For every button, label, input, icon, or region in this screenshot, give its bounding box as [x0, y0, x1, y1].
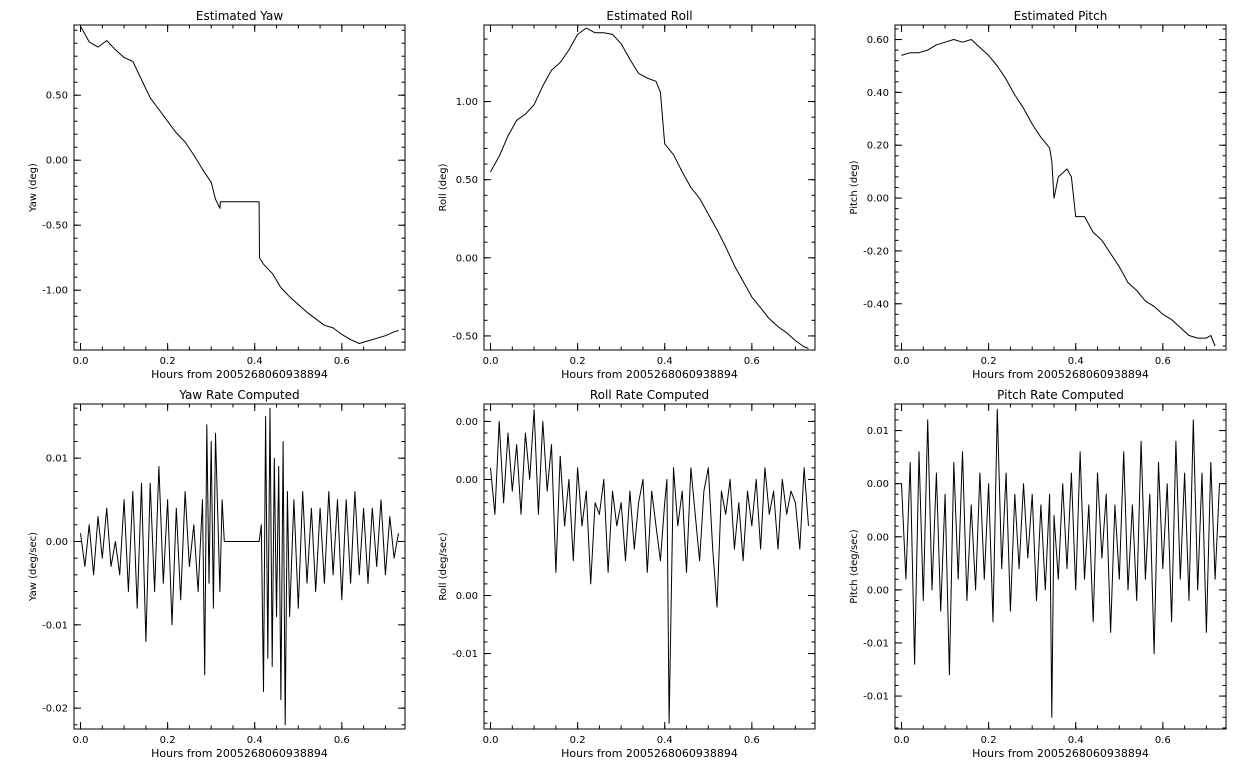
y-tick-label: -0.01 — [863, 692, 889, 703]
x-tick-label: 0.6 — [744, 735, 760, 746]
x-axis-label: Hours from 2005268060938894 — [561, 368, 738, 381]
plot-frame — [73, 403, 406, 730]
x-tick-label: 0.0 — [73, 735, 89, 746]
y-tick-label: 0.00 — [867, 479, 889, 490]
chart-title: Estimated Roll — [606, 9, 692, 23]
y-axis-label: Pitch (deg/sec) — [849, 529, 860, 604]
y-tick-label: 0.50 — [46, 91, 68, 102]
x-tick-label: 0.2 — [570, 735, 586, 746]
y-tick-label: 0.00 — [46, 156, 68, 167]
x-axis-label: Hours from 2005268060938894 — [972, 368, 1149, 381]
chart-panel-4: 0.0 0.2 0.4 0.6 0.01 0.00 -0.01 -0.02 Yaw Rate C… — [28, 388, 406, 760]
x-tick-label: 0.6 — [334, 356, 350, 367]
x-tick-label: 0.0 — [73, 356, 89, 367]
x-tick-label: 0.6 — [744, 356, 760, 367]
x-axis-label: Hours from 2005268060938894 — [972, 747, 1149, 760]
y-tick-label: 0.20 — [867, 141, 889, 152]
x-axis-label: Hours from 2005268060938894 — [151, 368, 328, 381]
y-tick-label: 0.00 — [867, 585, 889, 596]
y-tick-label: 0.01 — [867, 426, 889, 437]
x-tick-label: 0.0 — [483, 356, 499, 367]
x-tick-label: 0.4 — [1068, 735, 1084, 746]
chart-panel-6: 0.0 0.2 0.4 0.6 0.01 0.00 0.00 0.00 -0.01 -0.01 Pi… — [849, 388, 1227, 760]
x-tick-label: 0.0 — [894, 735, 910, 746]
series-line — [490, 409, 809, 724]
series-line — [901, 39, 1216, 347]
x-tick-label: 0.0 — [483, 735, 499, 746]
y-axis-label: Yaw (deg/sec) — [28, 532, 39, 602]
chart-title: Roll Rate Computed — [590, 388, 709, 402]
x-tick-label: 0.2 — [160, 735, 176, 746]
x-tick-label: 0.6 — [334, 735, 350, 746]
chart-title: Yaw Rate Computed — [178, 388, 299, 402]
x-tick-label: 0.2 — [981, 735, 997, 746]
x-tick-label: 0.6 — [1155, 356, 1171, 367]
y-tick-label: 0.00 — [867, 194, 889, 205]
x-tick-label: 0.2 — [981, 356, 997, 367]
y-tick-label: 0.00 — [867, 532, 889, 543]
y-tick-label: 0.00 — [46, 537, 68, 548]
y-tick-label: 0.00 — [456, 475, 478, 486]
plot-frame — [73, 24, 406, 351]
y-tick-label: 0.01 — [46, 454, 68, 465]
x-axis-label: Hours from 2005268060938894 — [151, 747, 328, 760]
y-tick-label: 0.00 — [456, 417, 478, 428]
y-tick-label: -0.40 — [863, 299, 889, 310]
series-line — [901, 408, 1220, 718]
x-tick-label: 0.2 — [160, 356, 176, 367]
y-tick-label: -0.01 — [863, 638, 889, 649]
y-tick-label: 0.50 — [456, 175, 478, 186]
x-tick-label: 0.4 — [657, 356, 673, 367]
x-tick-label: 0.4 — [247, 356, 263, 367]
y-axis-label: Roll (deg/sec) — [438, 532, 449, 600]
y-tick-label: -0.50 — [42, 221, 68, 232]
y-tick-label: -0.02 — [42, 704, 68, 715]
chart-title: Estimated Pitch — [1014, 9, 1108, 23]
x-tick-label: 0.4 — [247, 735, 263, 746]
y-axis-label: Yaw (deg) — [28, 163, 39, 213]
series-line — [80, 26, 399, 344]
y-axis-label: Roll (deg) — [438, 163, 449, 211]
y-tick-label: 0.40 — [867, 88, 889, 99]
plot-frame — [483, 403, 816, 730]
series-line — [80, 407, 399, 726]
x-axis-label: Hours from 2005268060938894 — [561, 747, 738, 760]
y-tick-label: 0.00 — [456, 253, 478, 264]
series-line — [490, 27, 809, 349]
y-tick-label: -0.01 — [42, 620, 68, 631]
x-tick-label: 0.4 — [657, 735, 673, 746]
plot-frame — [894, 403, 1227, 730]
chart-panel-2: 0.0 0.2 0.4 0.6 1.00 0.50 0.00 -0.50 Estimated R… — [438, 9, 816, 381]
y-tick-label: 1.00 — [456, 97, 478, 108]
x-tick-label: 0.4 — [1068, 356, 1084, 367]
y-tick-label: -0.01 — [452, 649, 478, 660]
y-tick-label: 0.60 — [867, 35, 889, 46]
plot-frame — [483, 24, 816, 351]
y-tick-label: -1.00 — [42, 286, 68, 297]
x-tick-label: 0.2 — [570, 356, 586, 367]
chart-title: Pitch Rate Computed — [997, 388, 1124, 402]
chart-panel-5: 0.0 0.2 0.4 0.6 0.00 0.00 0.00 -0.01 Roll Rate C… — [438, 388, 816, 760]
x-tick-label: 0.6 — [1155, 735, 1171, 746]
chart-panel-3: 0.0 0.2 0.4 0.6 0.60 0.40 0.20 0.00 -0.20 -0.40 Es… — [849, 9, 1227, 381]
y-tick-label: 0.00 — [456, 591, 478, 602]
plot-frame — [894, 24, 1227, 351]
y-tick-label: -0.50 — [452, 331, 478, 342]
chart-title: Estimated Yaw — [196, 9, 283, 23]
x-tick-label: 0.0 — [894, 356, 910, 367]
y-tick-label: -0.20 — [863, 246, 889, 257]
y-axis-label: Pitch (deg) — [849, 160, 860, 214]
chart-panel-1: 0.0 0.2 0.4 0.6 0.50 0.00 -0.50 -1.00 Estimated … — [28, 9, 406, 381]
